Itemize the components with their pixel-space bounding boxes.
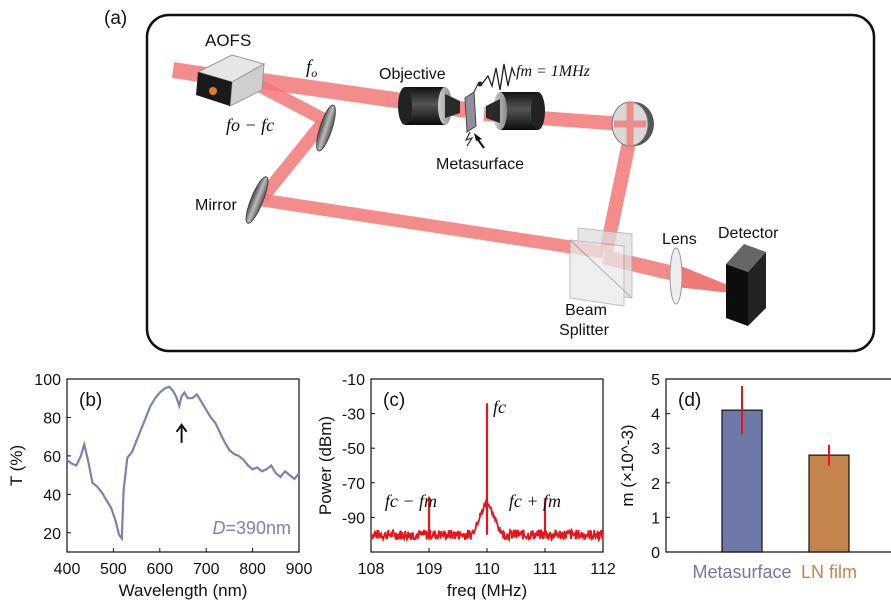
diameter-annotation: D=390nm xyxy=(212,518,291,538)
y-tick-label: 2 xyxy=(651,476,660,493)
objective-right xyxy=(486,92,545,130)
peak-label-fc-plus-fm: fc + fm xyxy=(509,491,561,511)
x-tick-label: 700 xyxy=(193,561,220,578)
modulation-signal-icon xyxy=(481,63,516,91)
panel-label-a: (a) xyxy=(104,8,127,29)
aofs-label: AOFS xyxy=(205,31,251,50)
y-tick-label: 100 xyxy=(34,372,61,389)
category-label-0: Metasurface xyxy=(692,562,791,582)
y-tick-label: 60 xyxy=(43,449,61,466)
y-tick-label: 80 xyxy=(43,410,61,427)
diagram-frame xyxy=(145,13,876,353)
peak-label-fc: fc xyxy=(493,397,506,417)
lens xyxy=(669,247,683,305)
y-tick-label: 5 xyxy=(651,372,660,389)
x-axis-label: Wavelength (nm) xyxy=(119,581,248,600)
chart-modulation-depth: 0 1 2 3 4 5 Metasurface LN film m (×10^-3) (d) xyxy=(618,372,891,582)
chart-b-axes-box xyxy=(66,378,300,553)
x-tick-label: 112 xyxy=(590,561,616,578)
y-tick-label: 40 xyxy=(43,487,61,504)
splitter-label: Splitter xyxy=(559,322,609,339)
lens-label: Lens xyxy=(662,231,697,248)
chart-d-axes-box xyxy=(665,378,891,553)
mirror-label: Mirror xyxy=(195,197,237,214)
peak-label-fc-minus-fm: fc − fm xyxy=(385,491,437,511)
category-label-1: LN film xyxy=(801,562,857,582)
chart-transmission: 400 500 600 700 800 900 20 40 60 80 100 Wavelength … xyxy=(7,372,312,600)
mirror-right xyxy=(611,101,654,147)
focused-beam xyxy=(676,264,740,294)
y-tick-label: -50 xyxy=(342,441,365,458)
aofs-aperture xyxy=(209,87,217,95)
fo-minus-fc-label: fo − fc xyxy=(226,115,274,135)
mirror-left xyxy=(245,176,269,224)
mirror-top xyxy=(316,104,336,152)
y-tick-label: 0 xyxy=(651,545,660,562)
y-tick-label: 3 xyxy=(651,441,660,458)
beam-to-mirror xyxy=(256,119,328,203)
x-tick-label: 900 xyxy=(286,561,313,578)
x-tick-label: 108 xyxy=(358,561,385,578)
x-tick-label: 500 xyxy=(100,561,127,578)
y-tick-label: -10 xyxy=(342,372,365,389)
dip-arrow-icon xyxy=(175,423,188,433)
objective-left xyxy=(398,87,460,125)
beam-fo-minus-fc xyxy=(256,80,329,126)
detector xyxy=(726,244,766,326)
y-tick-label: -30 xyxy=(342,407,365,424)
panel-label-b: (b) xyxy=(79,390,102,411)
y-tick-label: 4 xyxy=(651,407,660,424)
y-tick-label: 1 xyxy=(651,510,660,527)
bar-1 xyxy=(808,454,850,553)
x-tick-label: 600 xyxy=(146,561,173,578)
transmission-series-line xyxy=(66,385,300,542)
x-axis-label: freq (MHz) xyxy=(447,581,527,600)
detector-label: Detector xyxy=(718,225,779,242)
y-axis-label: m (×10^-3) xyxy=(618,424,637,506)
metasurface-label: Metasurface xyxy=(436,156,524,173)
fm-label: fm = 1MHz xyxy=(516,63,591,80)
x-tick-label: 109 xyxy=(416,561,443,578)
panel-label-d: (d) xyxy=(678,390,701,411)
fo-label: fo xyxy=(306,57,317,80)
objective-label: Objective xyxy=(379,66,446,83)
panel-label-c: (c) xyxy=(383,390,405,411)
y-tick-label: -90 xyxy=(342,510,365,527)
metasurface-sample xyxy=(464,81,483,147)
y-axis-label: T (%) xyxy=(7,445,26,486)
y-tick-label: 20 xyxy=(43,526,61,543)
x-tick-label: 110 xyxy=(474,561,500,578)
beam-label: Beam xyxy=(565,302,607,319)
beam-to-splitter xyxy=(261,193,605,259)
chart-power-spectrum: 108 109 110 111 112 -10 -30 -50 -70 -90 freq (MHz)… xyxy=(316,372,616,600)
x-tick-label: 111 xyxy=(533,561,557,578)
beam-splitter xyxy=(569,227,633,307)
y-tick-label: -70 xyxy=(342,476,365,493)
aofs-device xyxy=(196,54,266,107)
x-tick-label: 400 xyxy=(54,561,81,578)
arrow-head-icon xyxy=(474,133,482,141)
y-axis-label: Power (dBm) xyxy=(316,416,335,515)
x-tick-label: 800 xyxy=(239,561,266,578)
